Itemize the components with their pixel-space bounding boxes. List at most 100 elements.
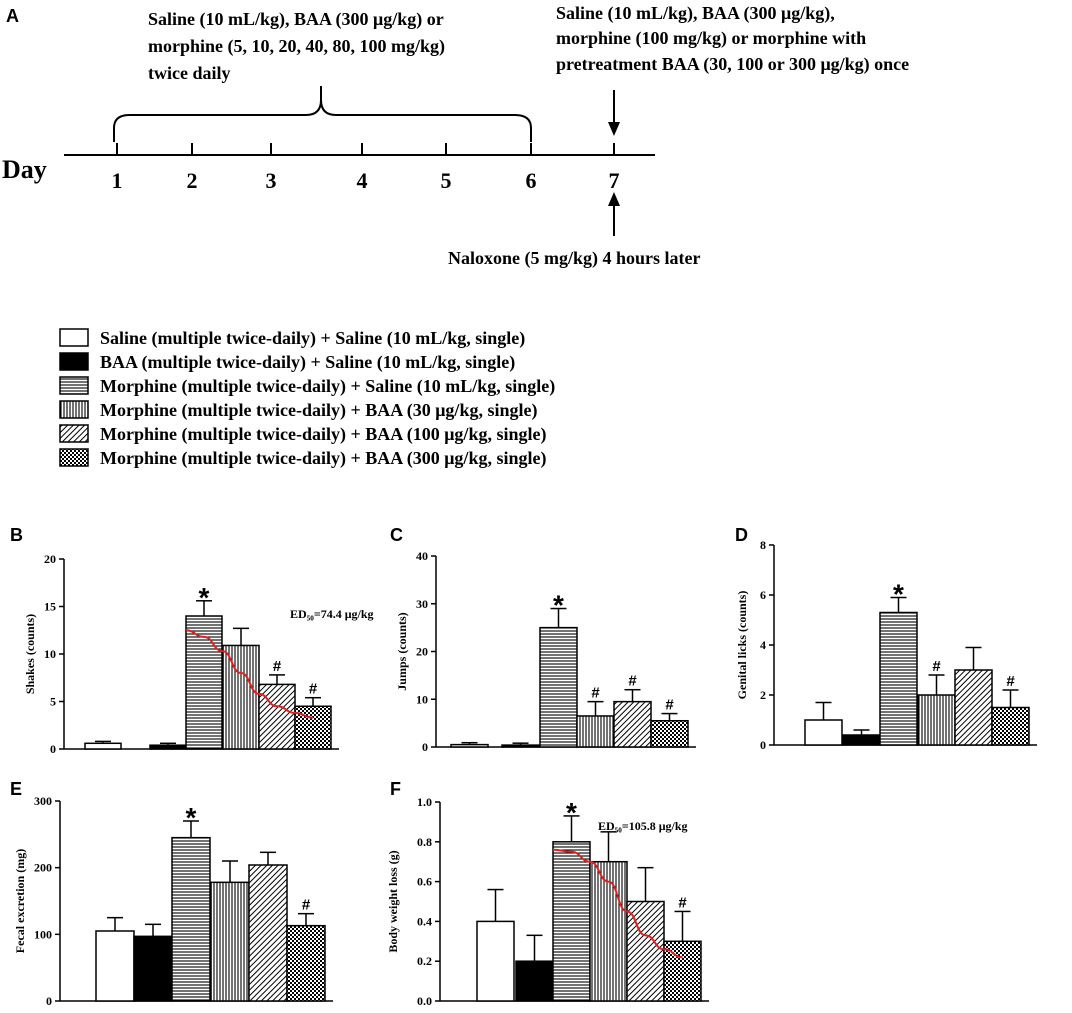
bar <box>149 744 187 750</box>
y-tick-label: 0.6 <box>417 875 432 889</box>
arrow-up-head <box>608 192 620 206</box>
bar <box>515 960 554 1002</box>
day-tick-label: 1 <box>112 168 123 193</box>
y-axis-label: Body weight loss (g) <box>386 850 400 952</box>
y-tick-label: 0 <box>50 742 56 756</box>
y-tick-label: 10 <box>416 692 428 706</box>
significance-hash: # <box>591 685 600 702</box>
panel-d: 0 2 4 6 8 Genital licks (counts) * # # <box>735 538 1037 752</box>
day-tick-label: 3 <box>266 168 277 193</box>
bar <box>842 734 881 746</box>
bar <box>804 719 843 746</box>
y-tick-label: 1.0 <box>417 795 432 809</box>
fit-curve <box>185 629 314 719</box>
panel-f: 0.0 0.2 0.4 0.6 0.8 1.0 Body weight loss (g) * #… <box>386 795 709 1008</box>
bar <box>171 836 211 1002</box>
significance-star: * <box>199 582 210 613</box>
bar <box>576 715 615 748</box>
panel-letter-d: D <box>735 525 748 545</box>
y-tick-label: 30 <box>416 597 428 611</box>
day-label: Day <box>2 155 47 184</box>
significance-hash: # <box>678 894 687 911</box>
y-tick-label: 6 <box>760 588 766 602</box>
significance-hash: # <box>302 897 311 914</box>
significance-hash: # <box>1006 673 1015 690</box>
legend-swatch <box>59 400 89 419</box>
significance-star: * <box>186 802 197 833</box>
bar <box>917 694 956 746</box>
ed50-annotation: ED₅₀=74.4 μg/kg <box>290 607 374 621</box>
right-text-line-2: morphine (100 mg/kg) or morphine with <box>556 28 866 49</box>
legend-swatch <box>59 376 89 395</box>
bar <box>294 705 332 750</box>
y-tick-label: 8 <box>760 538 766 552</box>
timeline-left-text: Saline (10 mL/kg), BAA (300 μg/kg) or mo… <box>148 9 445 83</box>
bar <box>991 706 1030 746</box>
y-tick-label: 100 <box>34 927 52 941</box>
y-tick-label: 20 <box>44 552 56 566</box>
significance-hash: # <box>273 658 282 675</box>
y-axis-label: Fecal excretion (mg) <box>13 849 27 953</box>
y-tick-label: 5 <box>50 695 56 709</box>
legend-swatch <box>59 448 89 467</box>
y-tick-label: 200 <box>34 861 52 875</box>
legend-label: Morphine (multiple twice-daily) + BAA (1… <box>100 424 546 445</box>
legend-label: BAA (multiple twice-daily) + Saline (10 … <box>100 352 515 373</box>
left-text-line-2: morphine (5, 10, 20, 40, 80, 100 mg/kg) <box>148 36 445 57</box>
bar <box>84 742 122 750</box>
bar <box>501 744 540 748</box>
brace <box>113 86 532 142</box>
day-tick-label: 4 <box>357 168 368 193</box>
legend-swatch <box>59 424 89 443</box>
significance-hash: # <box>665 697 674 714</box>
left-text-line-3: twice daily <box>148 63 231 83</box>
y-tick-label: 0.2 <box>417 954 432 968</box>
panel-letter-a: A <box>6 6 19 26</box>
right-text-line-1: Saline (10 mL/kg), BAA (300 μg/kg), <box>556 3 835 24</box>
legend-swatch <box>59 352 89 371</box>
y-axis-label: Genital licks (counts) <box>735 591 749 700</box>
arrow-down-head <box>608 122 620 136</box>
bar <box>185 615 223 750</box>
significance-star: * <box>566 797 577 828</box>
y-tick-label: 0 <box>760 738 766 752</box>
y-tick-label: 40 <box>416 549 428 563</box>
legend-swatch <box>59 328 89 347</box>
significance-hash: # <box>309 681 318 698</box>
panel-letter-b: B <box>10 525 23 545</box>
bar <box>476 920 515 1002</box>
y-tick-label: 2 <box>760 688 766 702</box>
significance-hash: # <box>628 673 637 690</box>
significance-star: * <box>893 579 904 610</box>
bar <box>95 930 135 1002</box>
y-tick-label: 15 <box>44 600 56 614</box>
bar <box>613 700 652 748</box>
legend-label: Morphine (multiple twice-daily) + Saline… <box>100 376 555 397</box>
day-tick-label: 2 <box>187 168 198 193</box>
panel-letter-e: E <box>10 779 22 799</box>
legend-label: Saline (multiple twice-daily) + Saline (… <box>100 328 525 349</box>
panel-c: 0 10 20 30 40 Jumps (counts) * # # # <box>395 549 696 754</box>
bar <box>210 881 250 1002</box>
panel-letter-c: C <box>390 525 403 545</box>
day-ticks: 1 2 3 4 5 6 7 <box>112 143 620 193</box>
timeline-right-text: Saline (10 mL/kg), BAA (300 μg/kg), morp… <box>556 3 909 75</box>
right-text-line-3: pretreatment BAA (30, 100 or 300 μg/kg) … <box>556 54 909 75</box>
bar <box>589 860 628 1002</box>
panel-b: 0 5 10 15 20 Shakes (counts) * # # ED₅₀=74.4 μg/k… <box>23 552 374 756</box>
fit-curve <box>552 848 683 959</box>
y-axis-label: Shakes (counts) <box>23 614 37 694</box>
y-tick-label: 0.0 <box>417 994 432 1008</box>
y-tick-label: 20 <box>416 645 428 659</box>
naloxone-text: Naloxone (5 mg/kg) 4 hours later <box>448 248 700 269</box>
y-tick-label: 4 <box>760 638 766 652</box>
significance-star: * <box>553 590 564 621</box>
y-tick-label: 0 <box>46 994 52 1008</box>
bar <box>286 924 326 1002</box>
bar <box>222 644 260 750</box>
bar <box>954 669 993 746</box>
bar <box>879 611 918 746</box>
panel-e: 0 100 200 300 Fecal excretion (mg) * # <box>13 794 333 1008</box>
y-tick-label: 0.8 <box>417 835 432 849</box>
bar <box>133 935 173 1002</box>
